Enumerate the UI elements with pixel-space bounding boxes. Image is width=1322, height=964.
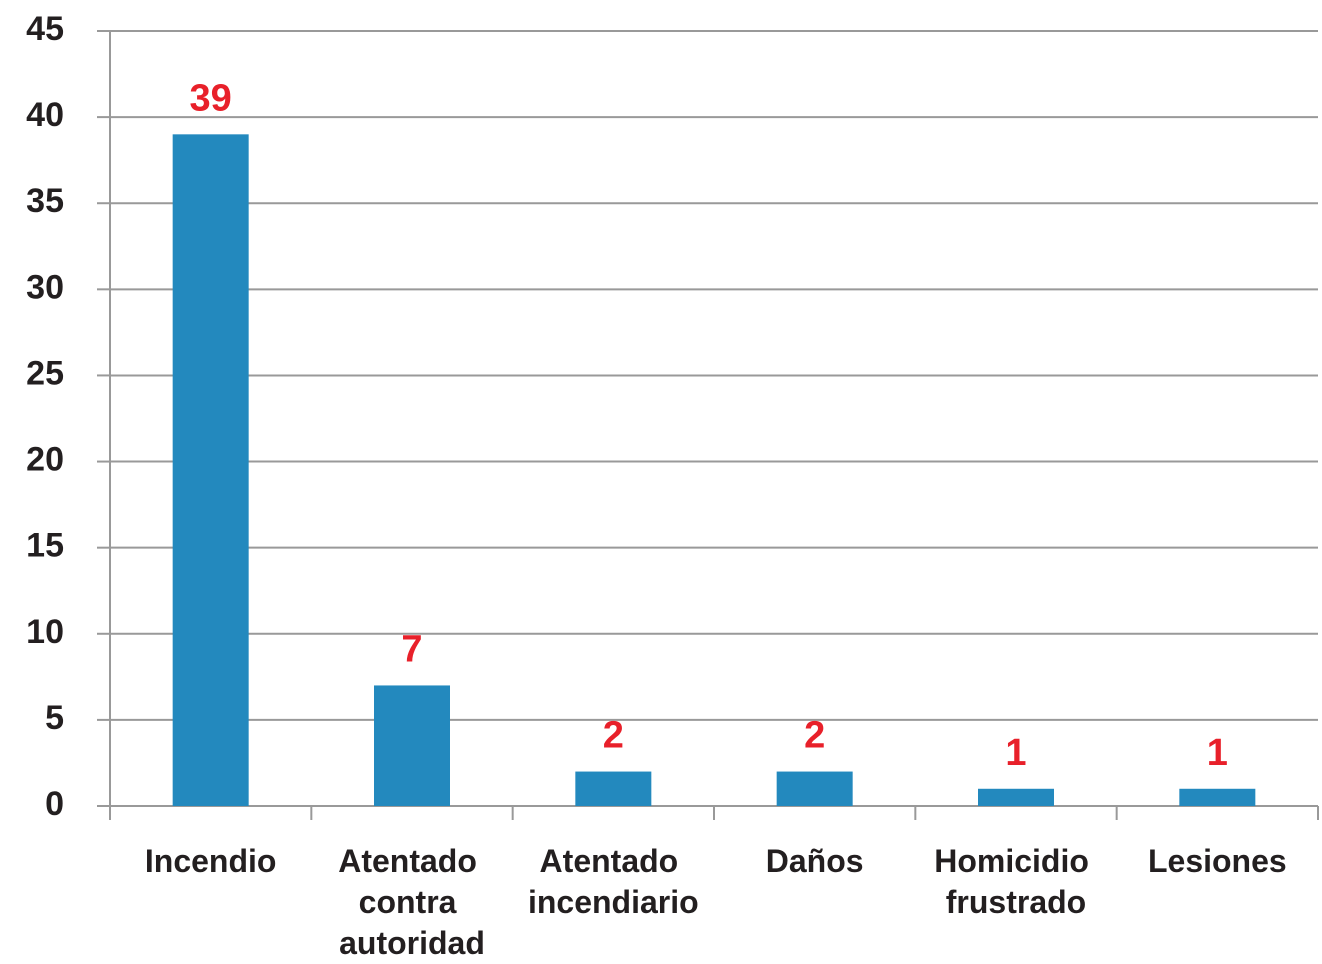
y-tick-label: 5 <box>45 699 64 737</box>
y-tick-label: 20 <box>26 441 64 479</box>
y-tick-label: 45 <box>26 10 64 48</box>
y-tick-label: 30 <box>26 268 64 306</box>
y-tick-label: 25 <box>26 354 64 392</box>
bar <box>374 685 450 806</box>
x-tick-label: Atentado incendiario <box>528 843 699 920</box>
value-label: 1 <box>1207 732 1228 774</box>
value-label: 2 <box>804 715 825 757</box>
x-tick-label: Atentado contra autoridad <box>338 843 486 961</box>
x-tick-label: Daños <box>766 843 864 879</box>
value-label: 39 <box>190 77 232 119</box>
x-tick-label: Lesiones <box>1148 843 1287 879</box>
y-tick-label: 35 <box>26 182 64 220</box>
y-tick-label: 15 <box>26 527 64 565</box>
bar <box>172 134 249 807</box>
bar <box>575 771 652 806</box>
x-tick-label: Homicidio frustrado <box>934 843 1098 920</box>
value-label: 2 <box>603 715 624 757</box>
bar <box>776 771 853 806</box>
bar <box>978 788 1054 806</box>
x-tick-label: Incendio <box>145 843 277 879</box>
value-label: 1 <box>1005 732 1026 774</box>
y-tick-label: 40 <box>26 96 64 134</box>
bar <box>1179 788 1256 806</box>
y-tick-label: 10 <box>26 613 64 651</box>
y-tick-label: 0 <box>45 785 64 823</box>
value-label: 7 <box>401 628 422 670</box>
